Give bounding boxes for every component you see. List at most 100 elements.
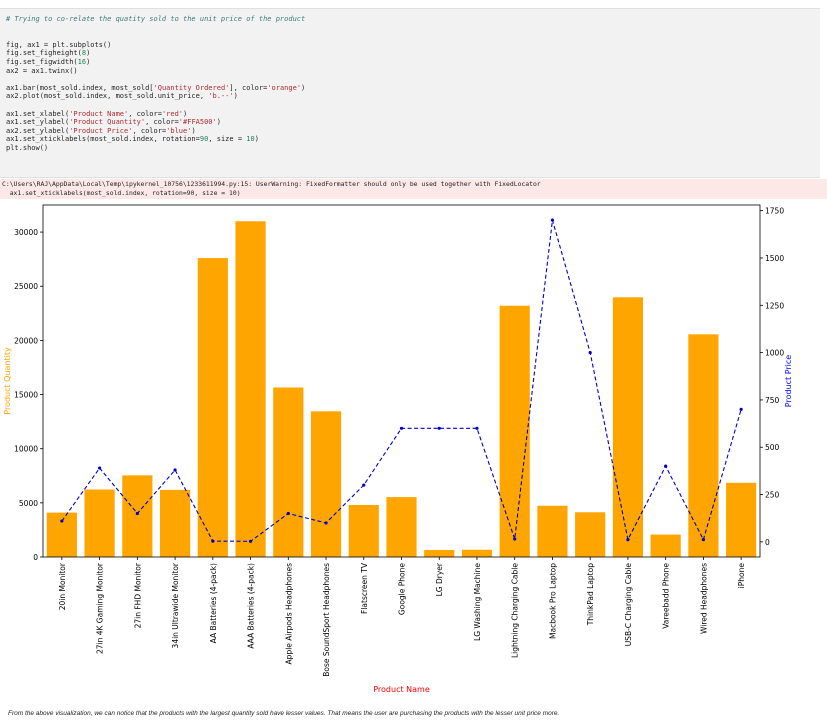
price-point <box>475 426 479 430</box>
x-tick-label: 27in 4K Gaming Monitor <box>96 562 105 654</box>
x-tick-label: ThinkPad Laptop <box>586 563 595 627</box>
code-line <box>6 24 305 33</box>
y2-axis-label: Product Price <box>784 355 793 408</box>
x-tick-label: LG Dryer <box>435 562 444 596</box>
price-point <box>324 521 328 525</box>
code-line: # Trying to co-relate the quatity sold t… <box>6 15 306 23</box>
bar <box>46 512 77 557</box>
code-line: ax1.set_ylabel('Product Quantity', color… <box>6 118 221 127</box>
x-tick-label: Wired Headphones <box>699 563 708 634</box>
x-tick-label: 27in FHD Monitor <box>133 562 142 628</box>
x-tick-label: Vareebadd Phone <box>662 563 671 629</box>
code-line: fig.set_figwidth(16) <box>6 57 91 66</box>
y2-tick-label: 1500 <box>765 254 784 263</box>
code-block[interactable]: # Trying to co-relate the quatity sold t… <box>6 15 305 153</box>
chart-output: 0 5000 10000 15000 20000 25000 30000 0 250 500 750… <box>0 200 827 700</box>
x-tick-label: Lightning Charging Cable <box>511 563 520 658</box>
price-point <box>626 537 630 542</box>
code-line: ax1.set_xlabel('Product Name', color='re… <box>6 109 188 118</box>
price-point <box>211 539 215 543</box>
x-tick-label: Macbook Pro Laptop <box>548 563 557 639</box>
bar <box>84 489 115 557</box>
code-line: ax1.set_xticklabels(most_sold.index, rot… <box>6 135 259 144</box>
bar <box>688 334 719 557</box>
x-tick-label: LG Washing Machine <box>473 563 482 641</box>
x-tick-label: USB-C Charging Cable <box>624 563 633 647</box>
price-point <box>173 468 177 472</box>
x-tick-label: 20in Monitor <box>58 562 67 610</box>
bar <box>424 549 455 557</box>
code-line <box>6 101 305 110</box>
y2-tick-label: 750 <box>765 396 780 405</box>
price-point <box>739 407 743 411</box>
price-point <box>513 537 517 541</box>
code-line: ax1.bar(most_sold.index, most_sold['Quan… <box>6 83 306 92</box>
bar <box>197 258 228 557</box>
x-axis-label: Product Name <box>373 685 430 694</box>
warning-line: C:\Users\RAJ\AppData\Local\Temp\ipykerne… <box>2 180 541 188</box>
code-line: ax2.set_ylabel('Product Price', color='b… <box>6 126 196 135</box>
price-point <box>701 537 705 542</box>
y-axis-label: Product Quantity <box>3 347 12 415</box>
x-tick-label: Bose SoundSport Headphones <box>322 563 331 677</box>
code-line: ax2.plot(most_sold.index, most_sold.unit… <box>6 92 238 101</box>
warning-output: C:\Users\RAJ\AppData\Local\Temp\ipykerne… <box>0 179 827 199</box>
x-tick-label: AA Batteries (4-pack) <box>209 563 218 643</box>
bar <box>273 387 304 557</box>
bar-line-chart: 0 5000 10000 15000 20000 25000 30000 0 250 500 750… <box>3 204 793 694</box>
x-tick-label: Flatscreen TV <box>360 562 369 614</box>
code-line: fig, ax1 = plt.subplots() <box>6 40 112 49</box>
bar <box>122 475 153 557</box>
price-point <box>399 426 404 430</box>
x-tick-label: Google Phone <box>398 563 407 615</box>
code-line: fig.set_figheight(8) <box>6 49 91 58</box>
bar <box>461 549 493 557</box>
bar <box>726 482 757 557</box>
warning-text: C:\Users\RAJ\AppData\Local\Temp\ipykerne… <box>2 180 541 197</box>
y-tick-label: 15000 <box>14 391 38 400</box>
bar <box>159 489 191 557</box>
price-point <box>588 351 592 355</box>
price-point <box>60 519 64 523</box>
bar <box>348 505 379 557</box>
bar <box>235 221 266 557</box>
analysis-note: From the above visualization, we can not… <box>8 710 560 717</box>
y-tick-label: 0 <box>33 553 38 562</box>
code-line: ax2 = ax1.twinx() <box>6 66 78 75</box>
y-tick-label: 30000 <box>14 228 38 237</box>
price-point <box>437 426 441 430</box>
x-tick-label: iPhone <box>737 563 746 589</box>
price-point <box>135 511 139 516</box>
y2-tick-label: 1750 <box>765 207 784 216</box>
y2-tick-label: 1000 <box>765 349 784 358</box>
price-point <box>664 464 668 468</box>
bar <box>386 497 417 557</box>
y2-tick-label: 0 <box>765 538 770 547</box>
price-point <box>98 466 102 470</box>
y2-tick-label: 250 <box>765 491 780 500</box>
bar <box>612 297 644 557</box>
y-tick-label: 25000 <box>14 282 38 291</box>
code-cell-input[interactable]: # Trying to co-relate the quatity sold t… <box>0 8 820 178</box>
warning-line: ax1.set_xticklabels(most_sold.index, rot… <box>2 188 241 197</box>
bar <box>310 411 342 557</box>
bar <box>537 505 568 557</box>
price-point <box>248 539 253 543</box>
y2-tick-label: 1250 <box>765 301 784 310</box>
price-point <box>286 511 290 516</box>
bar <box>650 534 681 557</box>
price-point <box>550 218 555 222</box>
x-tick-label: AAA Batteries (4-pack) <box>247 563 256 649</box>
code-line: plt.show() <box>6 143 49 152</box>
price-point <box>362 483 366 487</box>
y-tick-label: 10000 <box>14 445 38 454</box>
x-tick-label: 34in Ultrawide Monitor <box>171 562 180 648</box>
bar <box>499 305 530 557</box>
y-tick-label: 5000 <box>19 499 38 508</box>
bar <box>575 512 606 557</box>
code-line <box>6 75 305 84</box>
x-tick-label: Apple Airpods Headphones <box>284 563 293 665</box>
y-tick-label: 20000 <box>14 336 38 345</box>
code-line <box>6 32 305 41</box>
y2-tick-label: 500 <box>765 443 780 452</box>
